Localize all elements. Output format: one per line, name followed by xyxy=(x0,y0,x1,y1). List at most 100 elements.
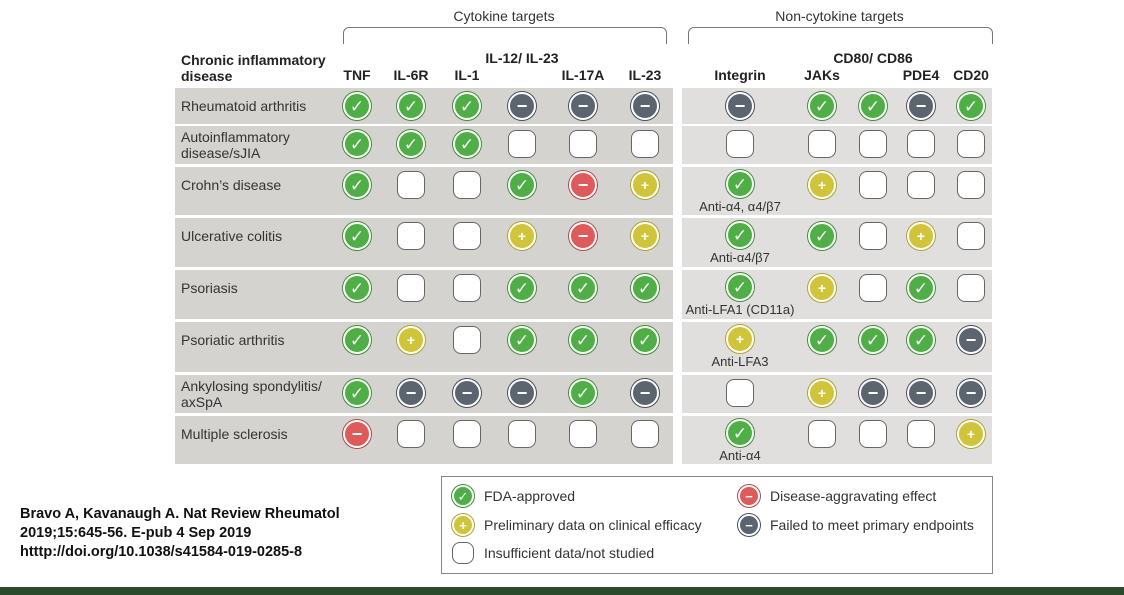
cell-none-icon xyxy=(569,420,597,448)
column-header-1: IL-6R xyxy=(393,67,429,83)
bottom-bar xyxy=(0,587,1124,595)
cell-none-icon xyxy=(397,274,425,302)
cell-none-icon xyxy=(397,222,425,250)
cell-failed-icon: − xyxy=(569,92,597,120)
cell-fda-icon: ✓ xyxy=(343,222,371,250)
cell-failed-icon: − xyxy=(631,92,659,120)
cell-failed-icon: − xyxy=(508,92,536,120)
cell-fda-icon: ✓ xyxy=(726,419,754,447)
cell-fda-icon: ✓ xyxy=(569,379,597,407)
cell-prelim-icon: + xyxy=(397,326,425,354)
legend-failed-label: Failed to meet primary endpoints xyxy=(770,517,974,533)
cell-none-icon xyxy=(808,130,836,158)
column-header-3: IL-12/ IL-23 xyxy=(485,50,559,66)
cell-none-icon xyxy=(808,420,836,448)
cell-prelim-icon: + xyxy=(907,222,935,250)
cell-fda-icon: ✓ xyxy=(907,326,935,354)
cell-failed-icon: − xyxy=(726,92,754,120)
integrin-note: Anti-LFA1 (CD11a) xyxy=(685,302,795,317)
minus-grey-icon: − xyxy=(738,514,760,536)
cell-none-icon xyxy=(397,171,425,199)
legend-aggr: − Disease-aggravating effect xyxy=(738,485,936,507)
cell-fda-icon: ✓ xyxy=(508,326,536,354)
column-header-0: TNF xyxy=(343,67,371,83)
cell-fda-icon: ✓ xyxy=(343,130,371,158)
cell-fda-icon: ✓ xyxy=(808,326,836,354)
cell-none-icon xyxy=(453,171,481,199)
cell-aggr-icon: − xyxy=(569,222,597,250)
disease-label: Autoinflammatory disease/sJIA xyxy=(181,129,290,161)
noncytokine-targets-label: Non-cytokine targets xyxy=(775,8,904,24)
cell-fda-icon: ✓ xyxy=(808,92,836,120)
cell-none-icon xyxy=(453,222,481,250)
column-header-6: Integrin xyxy=(714,67,766,83)
cell-fda-icon: ✓ xyxy=(343,326,371,354)
cell-fda-icon: ✓ xyxy=(453,92,481,120)
cell-fda-icon: ✓ xyxy=(508,171,536,199)
legend-fda-label: FDA-approved xyxy=(484,488,576,504)
disease-label: Psoriasis xyxy=(181,280,238,296)
cell-none-icon xyxy=(726,379,754,407)
citation: Bravo A, Kavanaugh A. Nat Review Rheumat… xyxy=(20,505,340,562)
citation-line-2: 2019;15:645-56. E-pub 4 Sep 2019 xyxy=(20,525,252,541)
cell-fda-icon: ✓ xyxy=(957,92,985,120)
cytokine-targets-brace xyxy=(343,27,667,44)
cell-none-icon xyxy=(631,420,659,448)
cell-prelim-icon: + xyxy=(508,222,536,250)
cell-prelim-icon: + xyxy=(808,379,836,407)
cell-fda-icon: ✓ xyxy=(907,274,935,302)
legend-none: Insufficient data/not studied xyxy=(452,542,654,564)
noncytokine-targets-brace xyxy=(688,27,993,44)
cell-none-icon xyxy=(957,274,985,302)
column-header-2: IL-1 xyxy=(454,67,480,83)
disease-label: Ankylosing spondylitis/ axSpA xyxy=(181,378,322,410)
cell-prelim-icon: + xyxy=(631,222,659,250)
column-header-9: PDE4 xyxy=(902,67,940,83)
cell-none-icon xyxy=(859,222,887,250)
cytokine-targets-label: Cytokine targets xyxy=(453,8,555,24)
cell-aggr-icon: − xyxy=(343,420,371,448)
cell-prelim-icon: + xyxy=(957,420,985,448)
cell-failed-icon: − xyxy=(957,379,985,407)
cell-failed-icon: − xyxy=(453,379,481,407)
disease-label: Rheumatoid arthritis xyxy=(181,98,307,114)
cell-none-icon xyxy=(453,326,481,354)
legend-failed: − Failed to meet primary endpoints xyxy=(738,514,974,536)
cell-none-icon xyxy=(726,130,754,158)
citation-line-3: htttp://doi.org/10.1038/s41584-019-0285-… xyxy=(20,544,303,560)
cell-none-icon xyxy=(859,171,887,199)
check-icon: ✓ xyxy=(452,485,474,507)
legend-prelim: + Preliminary data on clinical efficacy xyxy=(452,514,702,536)
cell-none-icon xyxy=(508,420,536,448)
legend-aggr-label: Disease-aggravating effect xyxy=(770,488,937,504)
disease-label: Ulcerative colitis xyxy=(181,228,283,244)
cell-failed-icon: − xyxy=(397,379,425,407)
cell-none-icon xyxy=(859,130,887,158)
cell-fda-icon: ✓ xyxy=(343,92,371,120)
cell-failed-icon: − xyxy=(907,92,935,120)
cell-fda-icon: ✓ xyxy=(726,221,754,249)
cell-fda-icon: ✓ xyxy=(631,274,659,302)
integrin-note: Anti-α4/β7 xyxy=(710,250,770,265)
legend-fda: ✓ FDA-approved xyxy=(452,485,575,507)
cell-none-icon xyxy=(631,130,659,158)
column-header-4: IL-17A xyxy=(561,67,605,83)
disease-label: Multiple sclerosis xyxy=(181,426,288,442)
disease-label: Crohn’s disease xyxy=(181,177,282,193)
cell-fda-icon: ✓ xyxy=(726,273,754,301)
cell-none-icon xyxy=(453,274,481,302)
cell-fda-icon: ✓ xyxy=(859,326,887,354)
cell-fda-icon: ✓ xyxy=(343,379,371,407)
cell-aggr-icon: − xyxy=(569,171,597,199)
cell-none-icon xyxy=(453,420,481,448)
cell-none-icon xyxy=(957,130,985,158)
cell-fda-icon: ✓ xyxy=(631,326,659,354)
cell-none-icon xyxy=(907,420,935,448)
cell-failed-icon: − xyxy=(859,379,887,407)
column-header-5: IL-23 xyxy=(628,67,662,83)
cell-fda-icon: ✓ xyxy=(569,326,597,354)
integrin-note: Anti-LFA3 xyxy=(711,354,769,369)
cell-none-icon xyxy=(907,171,935,199)
integrin-note: Anti-α4 xyxy=(719,448,761,463)
column-header-10: CD20 xyxy=(953,67,989,83)
